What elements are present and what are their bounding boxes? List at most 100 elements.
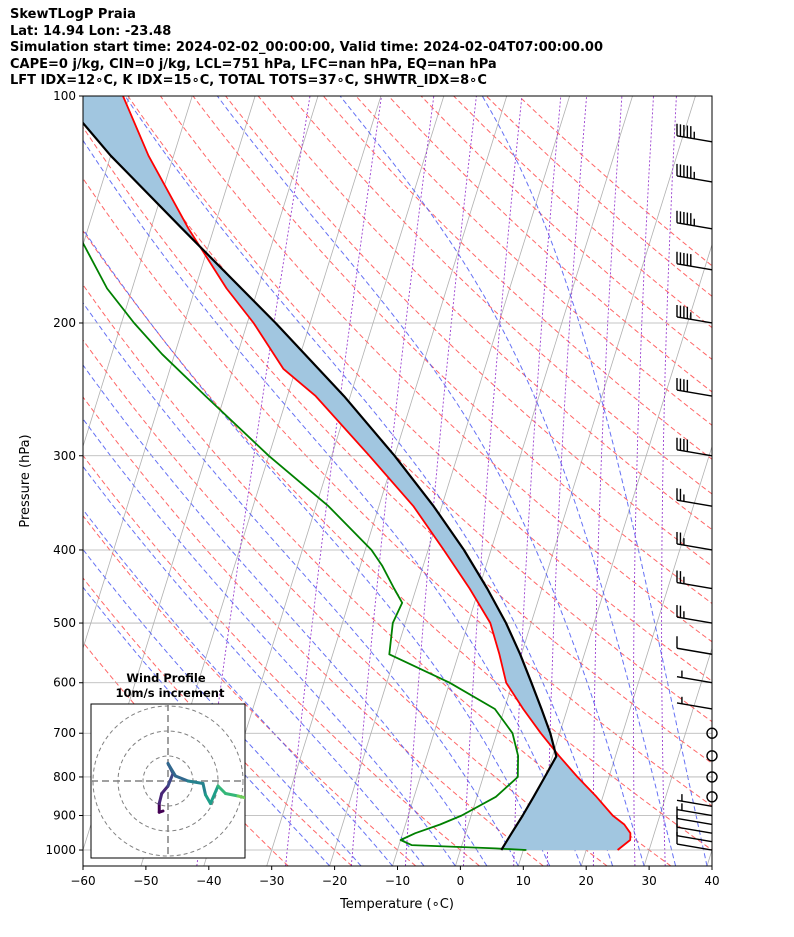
dry-adiabat — [127, 96, 712, 682]
x-tick-label: 20 — [579, 874, 594, 888]
barb-shaft — [676, 449, 713, 457]
hodograph-segment — [216, 784, 227, 795]
moist-adiabat — [481, 96, 708, 866]
isotherm — [266, 96, 508, 866]
y-tick-label: 100 — [53, 89, 76, 103]
isotherm — [0, 96, 4, 866]
dry-adiabat — [83, 339, 608, 866]
moist-adiabat — [83, 465, 425, 866]
dry-adiabat — [83, 126, 712, 764]
x-tick-label: 10 — [516, 874, 531, 888]
y-axis-label: Pressure (hPa) — [18, 434, 33, 527]
y-tick-label: 500 — [53, 616, 76, 630]
barb-shaft — [676, 799, 713, 807]
wind-barb — [676, 605, 713, 624]
barb-shaft — [676, 808, 713, 817]
moist-adiabat — [83, 364, 488, 866]
mixing-ratio-line — [196, 96, 311, 866]
mixing-ratio-line — [350, 96, 435, 866]
barb-shaft — [676, 826, 713, 834]
hodograph-segment — [224, 792, 240, 798]
hodograph-segment — [174, 774, 190, 783]
x-tick-label: −20 — [322, 874, 347, 888]
wind-barb — [676, 437, 713, 457]
inset-subtitle: 10m/s increment — [116, 686, 225, 700]
x-tick-label: −30 — [259, 874, 284, 888]
x-tick-label: −10 — [385, 874, 410, 888]
isotherm — [517, 243, 712, 866]
moist-adiabat — [83, 418, 456, 866]
mixing-ratio-line — [404, 96, 477, 866]
mixing-ratio-line — [661, 96, 677, 866]
x-tick-label: −60 — [70, 874, 95, 888]
dry-adiabat — [257, 96, 712, 531]
moist-adiabat — [339, 96, 677, 866]
wind-barb — [676, 531, 713, 551]
isotherm — [83, 96, 193, 448]
isotherm — [455, 96, 696, 866]
wind-barb — [676, 378, 713, 397]
barb-shaft — [676, 817, 713, 826]
wind-barbs — [676, 123, 718, 851]
x-tick-label: 0 — [457, 874, 465, 888]
barb-shaft — [676, 263, 713, 271]
isotherm — [83, 96, 256, 650]
wind-barb — [676, 488, 713, 507]
y-tick-label: 700 — [53, 726, 76, 740]
wind-profile-inset: Wind Profile 10m/s increment — [90, 671, 246, 859]
barb-shaft — [676, 316, 713, 324]
hodograph-segment — [166, 762, 177, 778]
isotherm — [0, 96, 66, 866]
moist-adiabat — [83, 548, 362, 866]
dry-adiabat — [453, 96, 712, 329]
moist-adiabat — [83, 301, 519, 866]
hodograph-segment — [160, 784, 170, 795]
moist-adiabat — [83, 508, 393, 866]
barb-shaft — [676, 843, 713, 851]
dry-adiabat — [290, 96, 712, 495]
x-tick-label: −50 — [133, 874, 158, 888]
x-tick-label: 40 — [704, 874, 719, 888]
mixing-ratio-line — [285, 96, 382, 866]
parcel-line — [83, 121, 558, 851]
cape-shading — [83, 96, 631, 850]
moist-adiabat — [216, 96, 645, 866]
mixing-ratio-line — [633, 96, 654, 866]
hodograph-segment — [186, 779, 205, 785]
wind-barb — [676, 806, 713, 826]
chart-header: SkewTLogP Praia Lat: 14.94 Lon: -23.48 S… — [10, 7, 603, 90]
dewpoint-line — [83, 241, 527, 851]
axis-ticks: −60 −50 −40 −30 −20 −10 0 10 20 30 40 100 200 300 400 5… — [45, 89, 719, 888]
wind-barb — [676, 636, 713, 655]
wind-barb — [676, 123, 713, 143]
y-tick-label: 200 — [53, 316, 76, 330]
dry-adiabat — [94, 96, 712, 723]
barb-shaft — [676, 581, 713, 590]
dry-adiabat — [192, 96, 712, 605]
hodograph-segment — [236, 794, 245, 800]
dry-adiabat — [225, 96, 712, 567]
dry-adiabat — [420, 96, 712, 361]
indices-line: LFT IDX=12∘C, K IDX=15∘C, TOTAL TOTS=37∘… — [10, 73, 487, 89]
barb-shaft — [676, 175, 713, 183]
hodograph-segment — [157, 792, 164, 805]
isotherm — [580, 445, 712, 866]
series — [83, 96, 632, 851]
isotherm — [643, 646, 712, 866]
wind-barb — [676, 794, 713, 807]
dry-adiabat — [83, 177, 712, 807]
wind-barb — [676, 696, 713, 710]
x-tick-label: 30 — [641, 874, 656, 888]
hodograph-segment — [209, 784, 220, 805]
shaded-area — [83, 96, 631, 850]
wind-barb — [676, 251, 713, 271]
location-line: Lat: 14.94 Lon: -23.48 — [10, 23, 172, 39]
dry-adiabat — [83, 577, 353, 866]
y-tick-label: 300 — [53, 449, 76, 463]
dry-adiabat — [83, 396, 544, 866]
isotherm — [83, 96, 130, 246]
y-tick-label: 1000 — [45, 843, 76, 857]
wind-barb — [676, 570, 713, 590]
hodograph-segment — [166, 772, 175, 788]
